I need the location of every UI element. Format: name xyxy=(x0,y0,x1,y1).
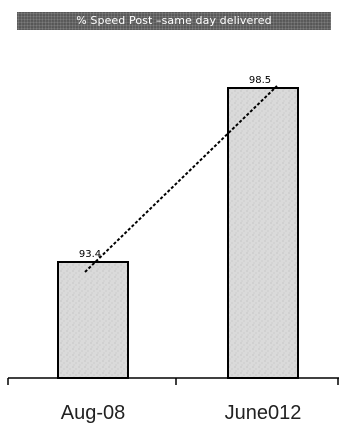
trend-line xyxy=(84,85,278,273)
x-tick-label: June012 xyxy=(225,402,302,424)
data-label: 93.4 xyxy=(79,249,101,260)
chart-title: % Speed Post –same day delivered xyxy=(17,12,331,30)
bar-aug-08 xyxy=(57,261,129,379)
x-tick-label: Aug-08 xyxy=(61,402,126,424)
bar-june012 xyxy=(227,87,299,379)
data-label: 98.5 xyxy=(249,75,271,86)
